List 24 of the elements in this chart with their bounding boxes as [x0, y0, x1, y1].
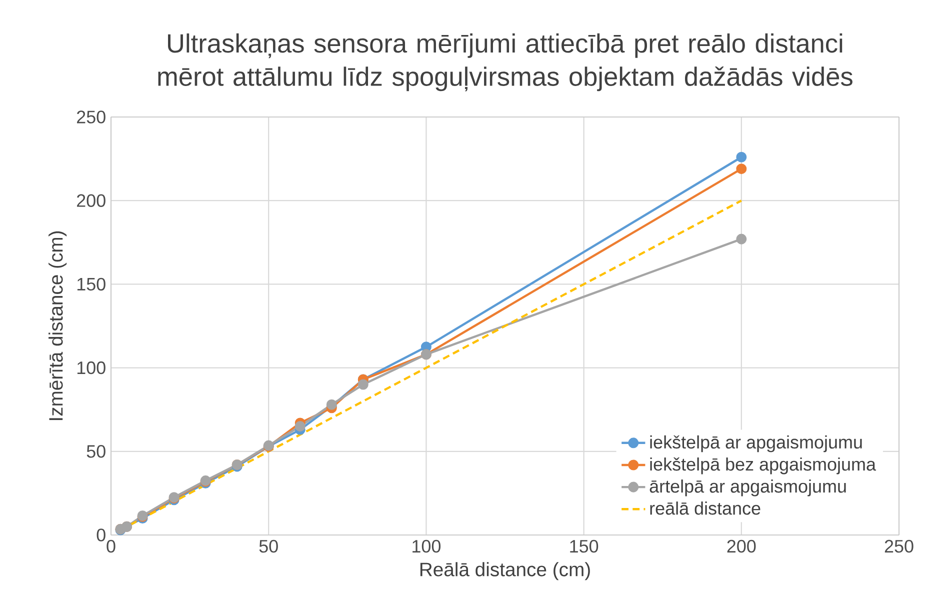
point: [736, 152, 747, 162]
x-axis-title: Reālā distance (cm): [420, 562, 590, 580]
y-tick-label: 0: [96, 528, 106, 542]
legend-label: ārtelpā ar apgaismojumu: [650, 480, 846, 496]
y-tick-label: 250: [77, 110, 106, 124]
legend-label: iekštelpā ar apgaismojumu: [650, 435, 862, 452]
legend-label: reālā distance: [650, 502, 760, 515]
x-tick-label: 100: [412, 540, 441, 553]
point: [358, 379, 368, 390]
y-tick-label: 200: [77, 194, 106, 207]
y-tick-label: 150: [77, 278, 106, 291]
point: [736, 164, 747, 174]
point: [294, 421, 306, 432]
legend-label: iekštelpā bez apgaismojuma: [650, 457, 876, 474]
y-tick-label: 100: [77, 361, 106, 374]
x-tick-label: 50: [259, 540, 278, 553]
x-tick-label: 250: [884, 540, 914, 553]
x-tick-label: 200: [727, 540, 756, 553]
x-tick-label: 0: [106, 540, 116, 553]
chart-title: Ultraskaņas sensora mērījumi attiecībā pret reālo distanci mērot attālumu līdz spoguļvirsmas objektam dažādās vidēs: [158, 33, 852, 92]
point: [736, 234, 747, 244]
y-axis-title: Izmērītā distance (cm): [48, 231, 67, 420]
y-tick-label: 50: [86, 445, 106, 458]
x-tick-label: 150: [570, 540, 598, 553]
